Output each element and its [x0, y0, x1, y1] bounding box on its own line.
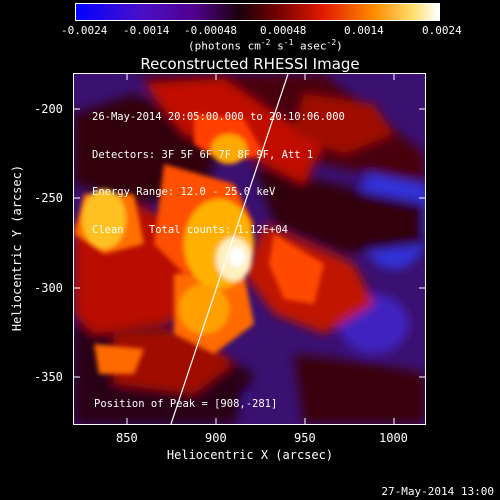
colorbar-tick-label: 0.0014 [344, 24, 384, 37]
x-tick-label: 850 [116, 431, 138, 445]
plot-title: Reconstructed RHESSI Image [140, 55, 360, 73]
energy-range-text: Energy Range: 12.0 - 25.0 keV [92, 186, 276, 198]
solar-limb-line [170, 74, 289, 424]
x-tick-label: 900 [205, 431, 227, 445]
colorbar-tick-label: -0.00048 [184, 24, 237, 37]
clean-counts-text: Clean Total counts: 1.12E+04 [92, 223, 288, 236]
y-tick-label: -300 [34, 281, 63, 295]
timestamp: 27-May-2014 13:00 [381, 485, 494, 498]
peak-position-text: Position of Peak = [908,-281] [94, 398, 278, 410]
observation-info: 26-May-2014 20:05:00.000 to 20:10:06.000… [92, 86, 345, 249]
detectors-text: Detectors: 3F 5F 6F 7F 8F 9F, Att 1 [92, 148, 314, 161]
colorbar-tick-label: 0.0024 [422, 24, 462, 37]
y-tick-label: -200 [34, 102, 63, 116]
colorbar-tick-label: -0.0024 [61, 24, 108, 37]
y-tick-label: -350 [34, 370, 63, 384]
x-tick-label: 950 [294, 431, 316, 445]
x-tick-label: 1000 [379, 431, 408, 445]
colorbar-tick-label: 0.00048 [260, 24, 307, 37]
y-axis-label: Heliocentric Y (arcsec) [10, 164, 24, 332]
colorbar [75, 3, 440, 21]
rhessi-heatmap [74, 74, 425, 424]
image-plot-area [73, 73, 426, 425]
y-tick-label: -250 [34, 191, 63, 205]
colorbar-tick-label: -0.0014 [123, 24, 170, 37]
x-axis-label: Heliocentric X (arcsec) [166, 448, 334, 462]
colorbar-units-label: (photons cm-2 s-1 asec-2) [188, 38, 343, 53]
time-range-text: 26-May-2014 20:05:00.000 to 20:10:06.000 [92, 111, 345, 123]
